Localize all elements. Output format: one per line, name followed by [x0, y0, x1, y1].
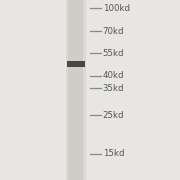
Bar [68, 0, 83, 180]
Text: 40kd: 40kd [103, 71, 124, 80]
Bar [67, 61, 85, 67]
Text: 25kd: 25kd [103, 111, 124, 120]
Bar [83, 0, 85, 180]
Text: 70kd: 70kd [103, 27, 124, 36]
Text: 15kd: 15kd [103, 149, 124, 158]
Text: 100kd: 100kd [103, 4, 130, 13]
Text: 55kd: 55kd [103, 49, 124, 58]
Text: 35kd: 35kd [103, 84, 124, 93]
Bar [66, 0, 68, 180]
